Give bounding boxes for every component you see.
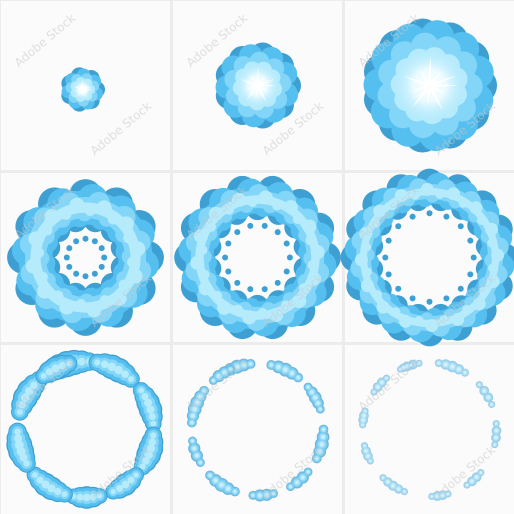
cloud-fragment <box>6 422 36 473</box>
frame-5-ring-expand <box>174 175 341 340</box>
cloud-fragment <box>188 436 205 467</box>
cloud-ring <box>174 175 341 340</box>
frame-8-fragments <box>186 358 330 502</box>
frame-2-cloud-grow <box>215 42 301 129</box>
cloud-fragment <box>248 488 278 502</box>
cloud-fragment <box>463 468 485 489</box>
frame-7-ring-break <box>6 349 164 509</box>
cloud-fragment <box>35 354 78 385</box>
sparkle-star <box>402 56 459 112</box>
cloud-fragment <box>266 360 304 383</box>
frame-cell <box>345 345 514 514</box>
frame-1-spark <box>61 67 105 112</box>
cloud-fragment <box>379 474 408 496</box>
cloud-fragment <box>396 361 415 373</box>
frame-4-ring-open <box>7 179 164 336</box>
cloud-fragment <box>360 442 374 465</box>
sparkle-star <box>240 67 276 102</box>
cloud-fragment <box>434 359 470 377</box>
cloud-fragment <box>286 467 313 492</box>
cloud-fragments <box>358 359 502 501</box>
cloud-fragment <box>88 353 140 388</box>
cloud-fragment <box>475 381 496 408</box>
cloud-fragment <box>26 466 73 503</box>
cloud-puff <box>61 67 105 112</box>
cloud-ring <box>340 168 514 347</box>
cloud-fragment <box>208 364 236 385</box>
cloud-fragment <box>205 470 240 497</box>
cloud-fragment <box>428 490 452 501</box>
cloud-ring <box>7 179 164 336</box>
frame-6-ring-thin <box>340 168 514 347</box>
cloud-fragment <box>491 420 502 449</box>
frame-9-dissipate <box>358 359 502 501</box>
cloud-fragment <box>132 382 163 432</box>
frame-3-cloud-burst <box>363 18 497 153</box>
cloud-fragment <box>358 407 369 429</box>
frame-cell <box>173 345 342 514</box>
frame-cell <box>1 345 170 514</box>
cloud-fragment <box>186 385 209 428</box>
cloud-fragment <box>105 467 144 500</box>
sparkle-star <box>73 79 93 99</box>
cloud-fragments <box>6 349 164 509</box>
cloud-fragment <box>370 374 391 396</box>
cloud-fragment <box>303 382 325 414</box>
cloud-fragments <box>186 358 330 502</box>
cloud-fragment <box>311 424 330 464</box>
